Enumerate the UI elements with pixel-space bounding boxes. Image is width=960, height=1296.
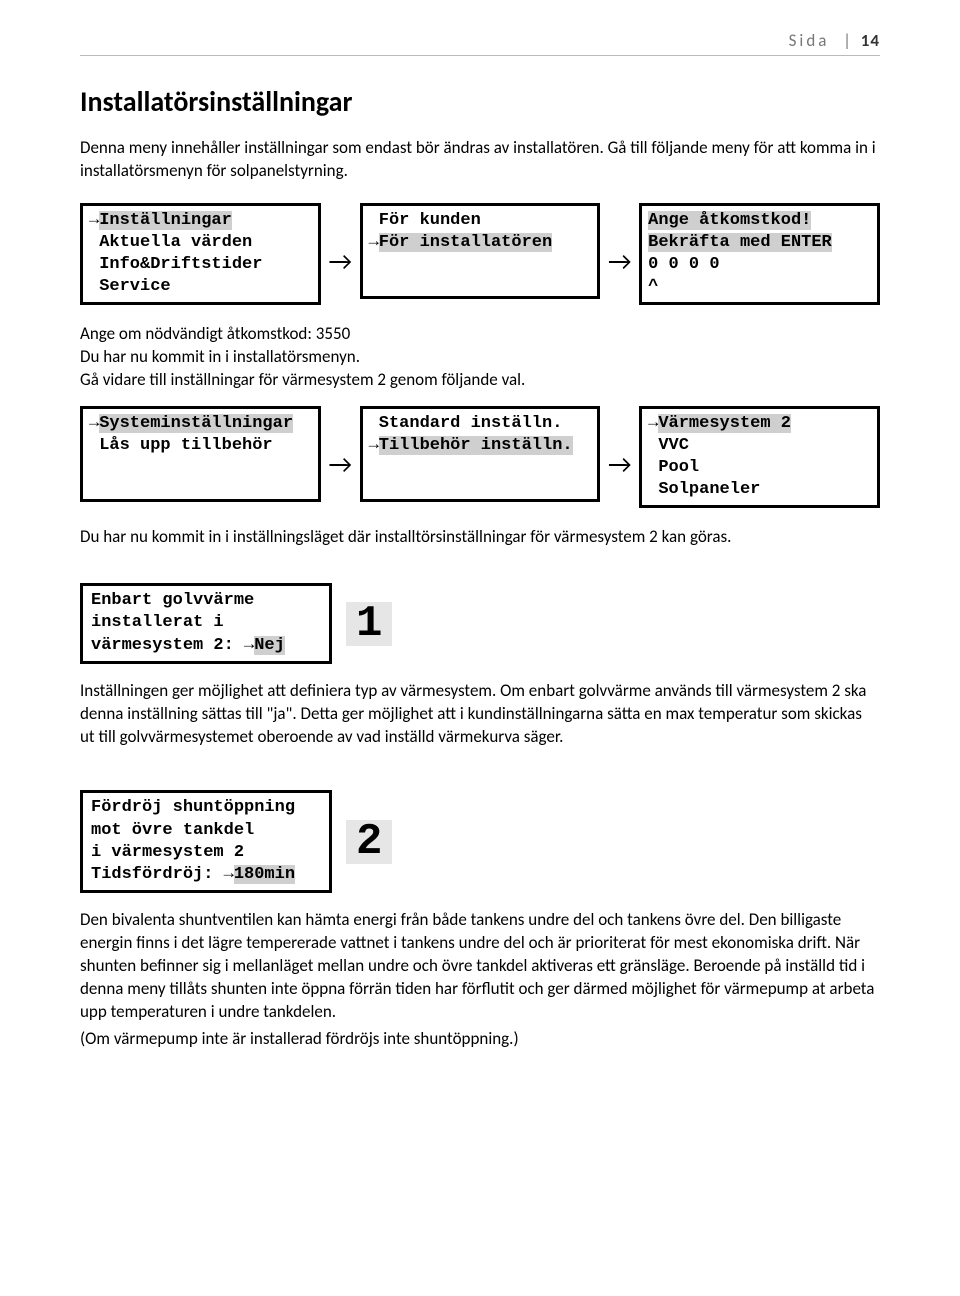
menu-box-3: Ange åtkomstkod!Bekräfta med ENTER0 0 0 … — [639, 203, 880, 305]
arrow-icon: → — [327, 203, 354, 277]
menu-line: 0 0 0 0 — [648, 254, 871, 276]
menu-line: →Systeminställningar — [89, 413, 312, 435]
menu-line: →Inställningar — [89, 210, 312, 232]
setting-number-2: 2 — [346, 820, 392, 864]
menu-box-4: →Systeminställningar Lås upp tillbehör — [80, 406, 321, 502]
arrow-icon: → — [606, 203, 633, 277]
entered-text: Du har nu kommit in i installatörsmenyn. — [80, 346, 360, 367]
setting-line: installerat i — [91, 612, 321, 634]
menu-box-5: Standard inställn.→Tillbehör inställn. — [360, 406, 601, 502]
menu-line: Solpaneler — [648, 479, 871, 501]
menu-line: Lås upp tillbehör — [89, 435, 312, 457]
setting-number-1: 1 — [346, 602, 392, 646]
menu-line: →Värmesystem 2 — [648, 413, 871, 435]
page-header: Sida | 14 — [80, 30, 880, 56]
menu-line: Pool — [648, 457, 871, 479]
menu-line: VVC — [648, 435, 871, 457]
header-label: Sida — [789, 30, 830, 51]
menu-box-2: För kunden→För installatören — [360, 203, 601, 299]
after-row2-text: Du har nu kommit in i inställningsläget … — [80, 526, 880, 549]
intro-text: Denna meny innehåller inställningar som … — [80, 137, 880, 183]
setting1-desc: Inställningen ger möjlighet att definier… — [80, 680, 880, 749]
menu-box-1: →Inställningar Aktuella värden Info&Drif… — [80, 203, 321, 305]
setting-box-2: Fördröj shuntöppningmot övre tankdeli vä… — [80, 790, 332, 892]
menu-line: Ange åtkomstkod! — [648, 210, 871, 232]
setting2-desc: Den bivalenta shuntventilen kan hämta en… — [80, 909, 880, 1024]
arrow-icon: → — [327, 406, 354, 480]
setting-line: i värmesystem 2 — [91, 842, 321, 864]
menu-line: Standard inställn. — [369, 413, 592, 435]
menu-nav-row-2: →Systeminställningar Lås upp tillbehör →… — [80, 406, 880, 508]
menu-line: →Tillbehör inställn. — [369, 435, 592, 457]
page-number: 14 — [861, 30, 880, 51]
setting-line: mot övre tankdel — [91, 820, 321, 842]
menu-line: ^ — [648, 276, 871, 298]
menu-box-6: →Värmesystem 2 VVC Pool Solpaneler — [639, 406, 880, 508]
menu-line: →För installatören — [369, 232, 592, 254]
menu-line: Service — [89, 276, 312, 298]
setting-box-1: Enbart golvvärmeinstallerat ivärmesystem… — [80, 583, 332, 663]
arrow-icon: → — [606, 406, 633, 480]
continue-text: Gå vidare till inställningar för värmesy… — [80, 369, 525, 390]
setting-line: värmesystem 2: →Nej — [91, 635, 321, 657]
setting-row-2: Fördröj shuntöppningmot övre tankdeli vä… — [80, 790, 880, 892]
menu-line: Bekräfta med ENTER — [648, 232, 871, 254]
mid-text: Ange om nödvändigt åtkomstkod: 3550 Du h… — [80, 323, 880, 392]
access-code-text: Ange om nödvändigt åtkomstkod: 3550 — [80, 323, 350, 344]
menu-line: För kunden — [369, 210, 592, 232]
setting-line: Fördröj shuntöppning — [91, 797, 321, 819]
setting-line: Enbart golvvärme — [91, 590, 321, 612]
menu-nav-row-1: →Inställningar Aktuella värden Info&Drif… — [80, 203, 880, 305]
setting-row-1: Enbart golvvärmeinstallerat ivärmesystem… — [80, 583, 880, 663]
setting-line: Tidsfördröj: →180min — [91, 864, 321, 886]
menu-line: Info&Driftstider — [89, 254, 312, 276]
setting2-note: (Om värmepump inte är installerad fördrö… — [80, 1028, 880, 1051]
menu-line: Aktuella värden — [89, 232, 312, 254]
page-title: Installatörsinställningar — [80, 84, 880, 119]
